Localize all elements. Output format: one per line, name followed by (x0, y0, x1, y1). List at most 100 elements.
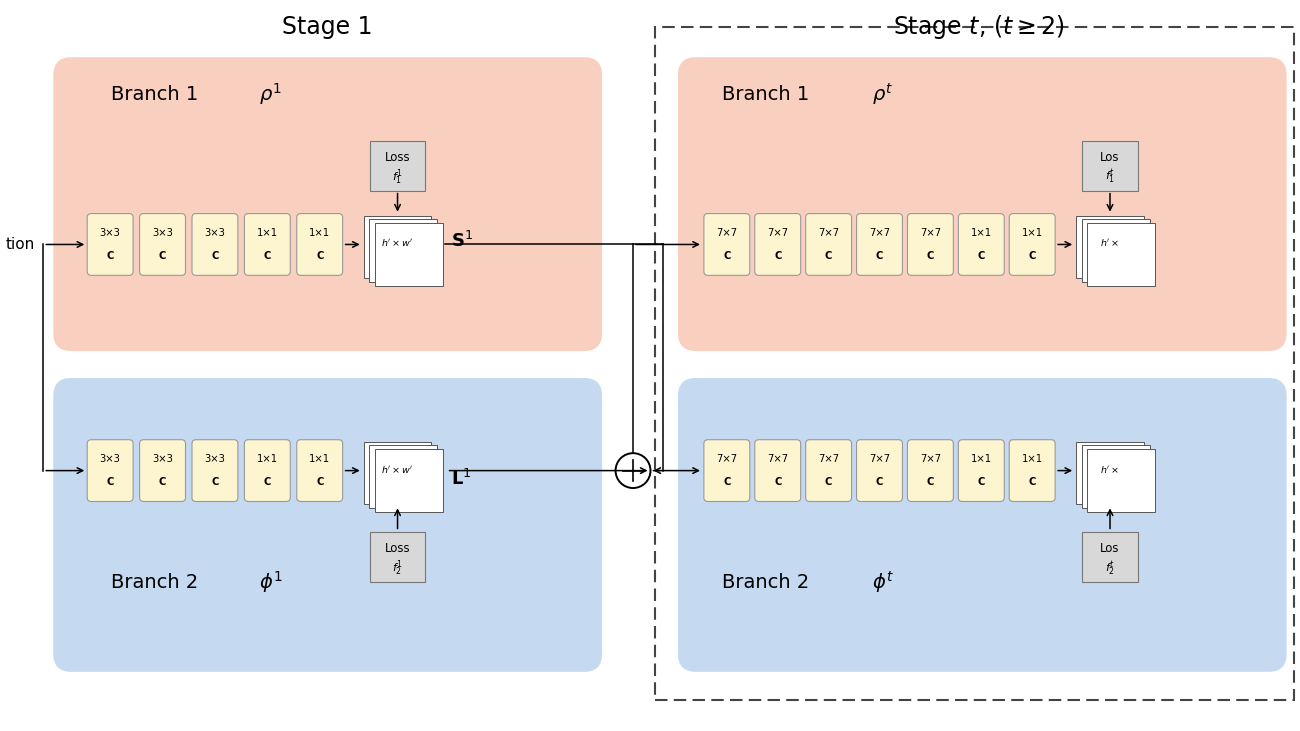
Text: C: C (159, 477, 166, 487)
FancyBboxPatch shape (296, 440, 343, 501)
FancyBboxPatch shape (703, 213, 750, 276)
Text: 7×7: 7×7 (920, 228, 941, 238)
Text: $\phi^t$: $\phi^t$ (871, 569, 893, 595)
Text: $h' \times$: $h' \times$ (1100, 463, 1119, 474)
Text: Branch 2: Branch 2 (722, 572, 809, 591)
FancyBboxPatch shape (857, 213, 902, 276)
Text: C: C (316, 251, 324, 261)
Text: 3×3: 3×3 (152, 454, 173, 464)
FancyBboxPatch shape (1076, 442, 1144, 504)
Text: C: C (826, 251, 832, 261)
Text: C: C (927, 477, 935, 487)
Text: 7×7: 7×7 (818, 454, 840, 464)
Text: $\mathbf{S}^1$: $\mathbf{S}^1$ (451, 231, 473, 251)
FancyBboxPatch shape (139, 440, 186, 501)
Text: 3×3: 3×3 (100, 454, 121, 464)
FancyBboxPatch shape (244, 213, 290, 276)
Text: C: C (774, 477, 781, 487)
Text: $h' \times w'$: $h' \times w'$ (381, 238, 413, 249)
Text: 3×3: 3×3 (204, 228, 225, 238)
Text: Stage 1: Stage 1 (282, 15, 373, 39)
Text: $f_2^t$: $f_2^t$ (1105, 559, 1115, 577)
Text: $f_2^1$: $f_2^1$ (393, 558, 403, 578)
Text: C: C (927, 251, 935, 261)
FancyBboxPatch shape (244, 440, 290, 501)
Text: C: C (1028, 477, 1036, 487)
FancyBboxPatch shape (192, 440, 238, 501)
Text: C: C (978, 251, 985, 261)
Text: C: C (316, 477, 324, 487)
Text: 3×3: 3×3 (100, 228, 121, 238)
FancyBboxPatch shape (677, 57, 1287, 351)
Text: tion: tion (5, 237, 35, 252)
FancyBboxPatch shape (296, 213, 343, 276)
Text: C: C (826, 477, 832, 487)
FancyBboxPatch shape (1087, 223, 1156, 286)
FancyBboxPatch shape (907, 213, 953, 276)
Text: Stage $t$, $(t \geq 2)$: Stage $t$, $(t \geq 2)$ (893, 13, 1065, 41)
FancyBboxPatch shape (1082, 445, 1149, 508)
Text: $\mathbf{L}^1$: $\mathbf{L}^1$ (451, 469, 471, 489)
FancyBboxPatch shape (374, 450, 442, 512)
Text: 1×1: 1×1 (309, 228, 330, 238)
FancyBboxPatch shape (364, 442, 432, 504)
Text: C: C (159, 251, 166, 261)
FancyBboxPatch shape (857, 440, 902, 501)
FancyBboxPatch shape (1082, 532, 1138, 582)
Text: C: C (876, 251, 883, 261)
Text: Los: Los (1100, 151, 1119, 164)
Text: C: C (723, 251, 731, 261)
FancyBboxPatch shape (364, 216, 432, 279)
Text: 7×7: 7×7 (868, 454, 891, 464)
Text: $\phi^1$: $\phi^1$ (259, 569, 282, 595)
Bar (655, 27, 1294, 700)
Text: C: C (211, 251, 218, 261)
FancyBboxPatch shape (139, 213, 186, 276)
FancyBboxPatch shape (1076, 216, 1144, 279)
Text: 7×7: 7×7 (767, 454, 788, 464)
Text: C: C (1028, 251, 1036, 261)
Text: $\rho^t$: $\rho^t$ (871, 81, 893, 107)
FancyBboxPatch shape (1009, 213, 1056, 276)
FancyBboxPatch shape (369, 219, 437, 282)
FancyBboxPatch shape (755, 440, 801, 501)
Text: Branch 2: Branch 2 (112, 572, 199, 591)
FancyBboxPatch shape (374, 223, 442, 286)
FancyBboxPatch shape (192, 213, 238, 276)
FancyBboxPatch shape (53, 57, 602, 351)
Text: C: C (876, 477, 883, 487)
FancyBboxPatch shape (369, 532, 425, 582)
FancyBboxPatch shape (958, 213, 1004, 276)
Text: 1×1: 1×1 (257, 454, 278, 464)
Text: $f_1^1$: $f_1^1$ (393, 167, 403, 186)
FancyBboxPatch shape (53, 378, 602, 672)
Text: 7×7: 7×7 (920, 454, 941, 464)
FancyBboxPatch shape (806, 440, 852, 501)
FancyBboxPatch shape (1082, 219, 1149, 282)
FancyBboxPatch shape (87, 213, 133, 276)
Text: 7×7: 7×7 (818, 228, 840, 238)
Text: 1×1: 1×1 (309, 454, 330, 464)
Text: $\rho^1$: $\rho^1$ (259, 81, 282, 107)
FancyBboxPatch shape (806, 213, 852, 276)
Text: $f_1^t$: $f_1^t$ (1105, 167, 1115, 186)
FancyBboxPatch shape (958, 440, 1004, 501)
Text: Los: Los (1100, 542, 1119, 556)
Text: Branch 1: Branch 1 (722, 85, 809, 104)
FancyBboxPatch shape (755, 213, 801, 276)
Text: C: C (774, 251, 781, 261)
Text: C: C (211, 477, 218, 487)
Text: 7×7: 7×7 (716, 228, 737, 238)
Text: Loss: Loss (385, 151, 411, 164)
FancyBboxPatch shape (369, 445, 437, 508)
Text: 1×1: 1×1 (257, 228, 278, 238)
FancyBboxPatch shape (1009, 440, 1056, 501)
FancyBboxPatch shape (369, 141, 425, 191)
Text: Loss: Loss (385, 542, 411, 556)
Text: C: C (107, 477, 114, 487)
Text: C: C (107, 251, 114, 261)
Text: 7×7: 7×7 (767, 228, 788, 238)
Text: 7×7: 7×7 (868, 228, 891, 238)
Text: 1×1: 1×1 (971, 228, 992, 238)
FancyBboxPatch shape (907, 440, 953, 501)
